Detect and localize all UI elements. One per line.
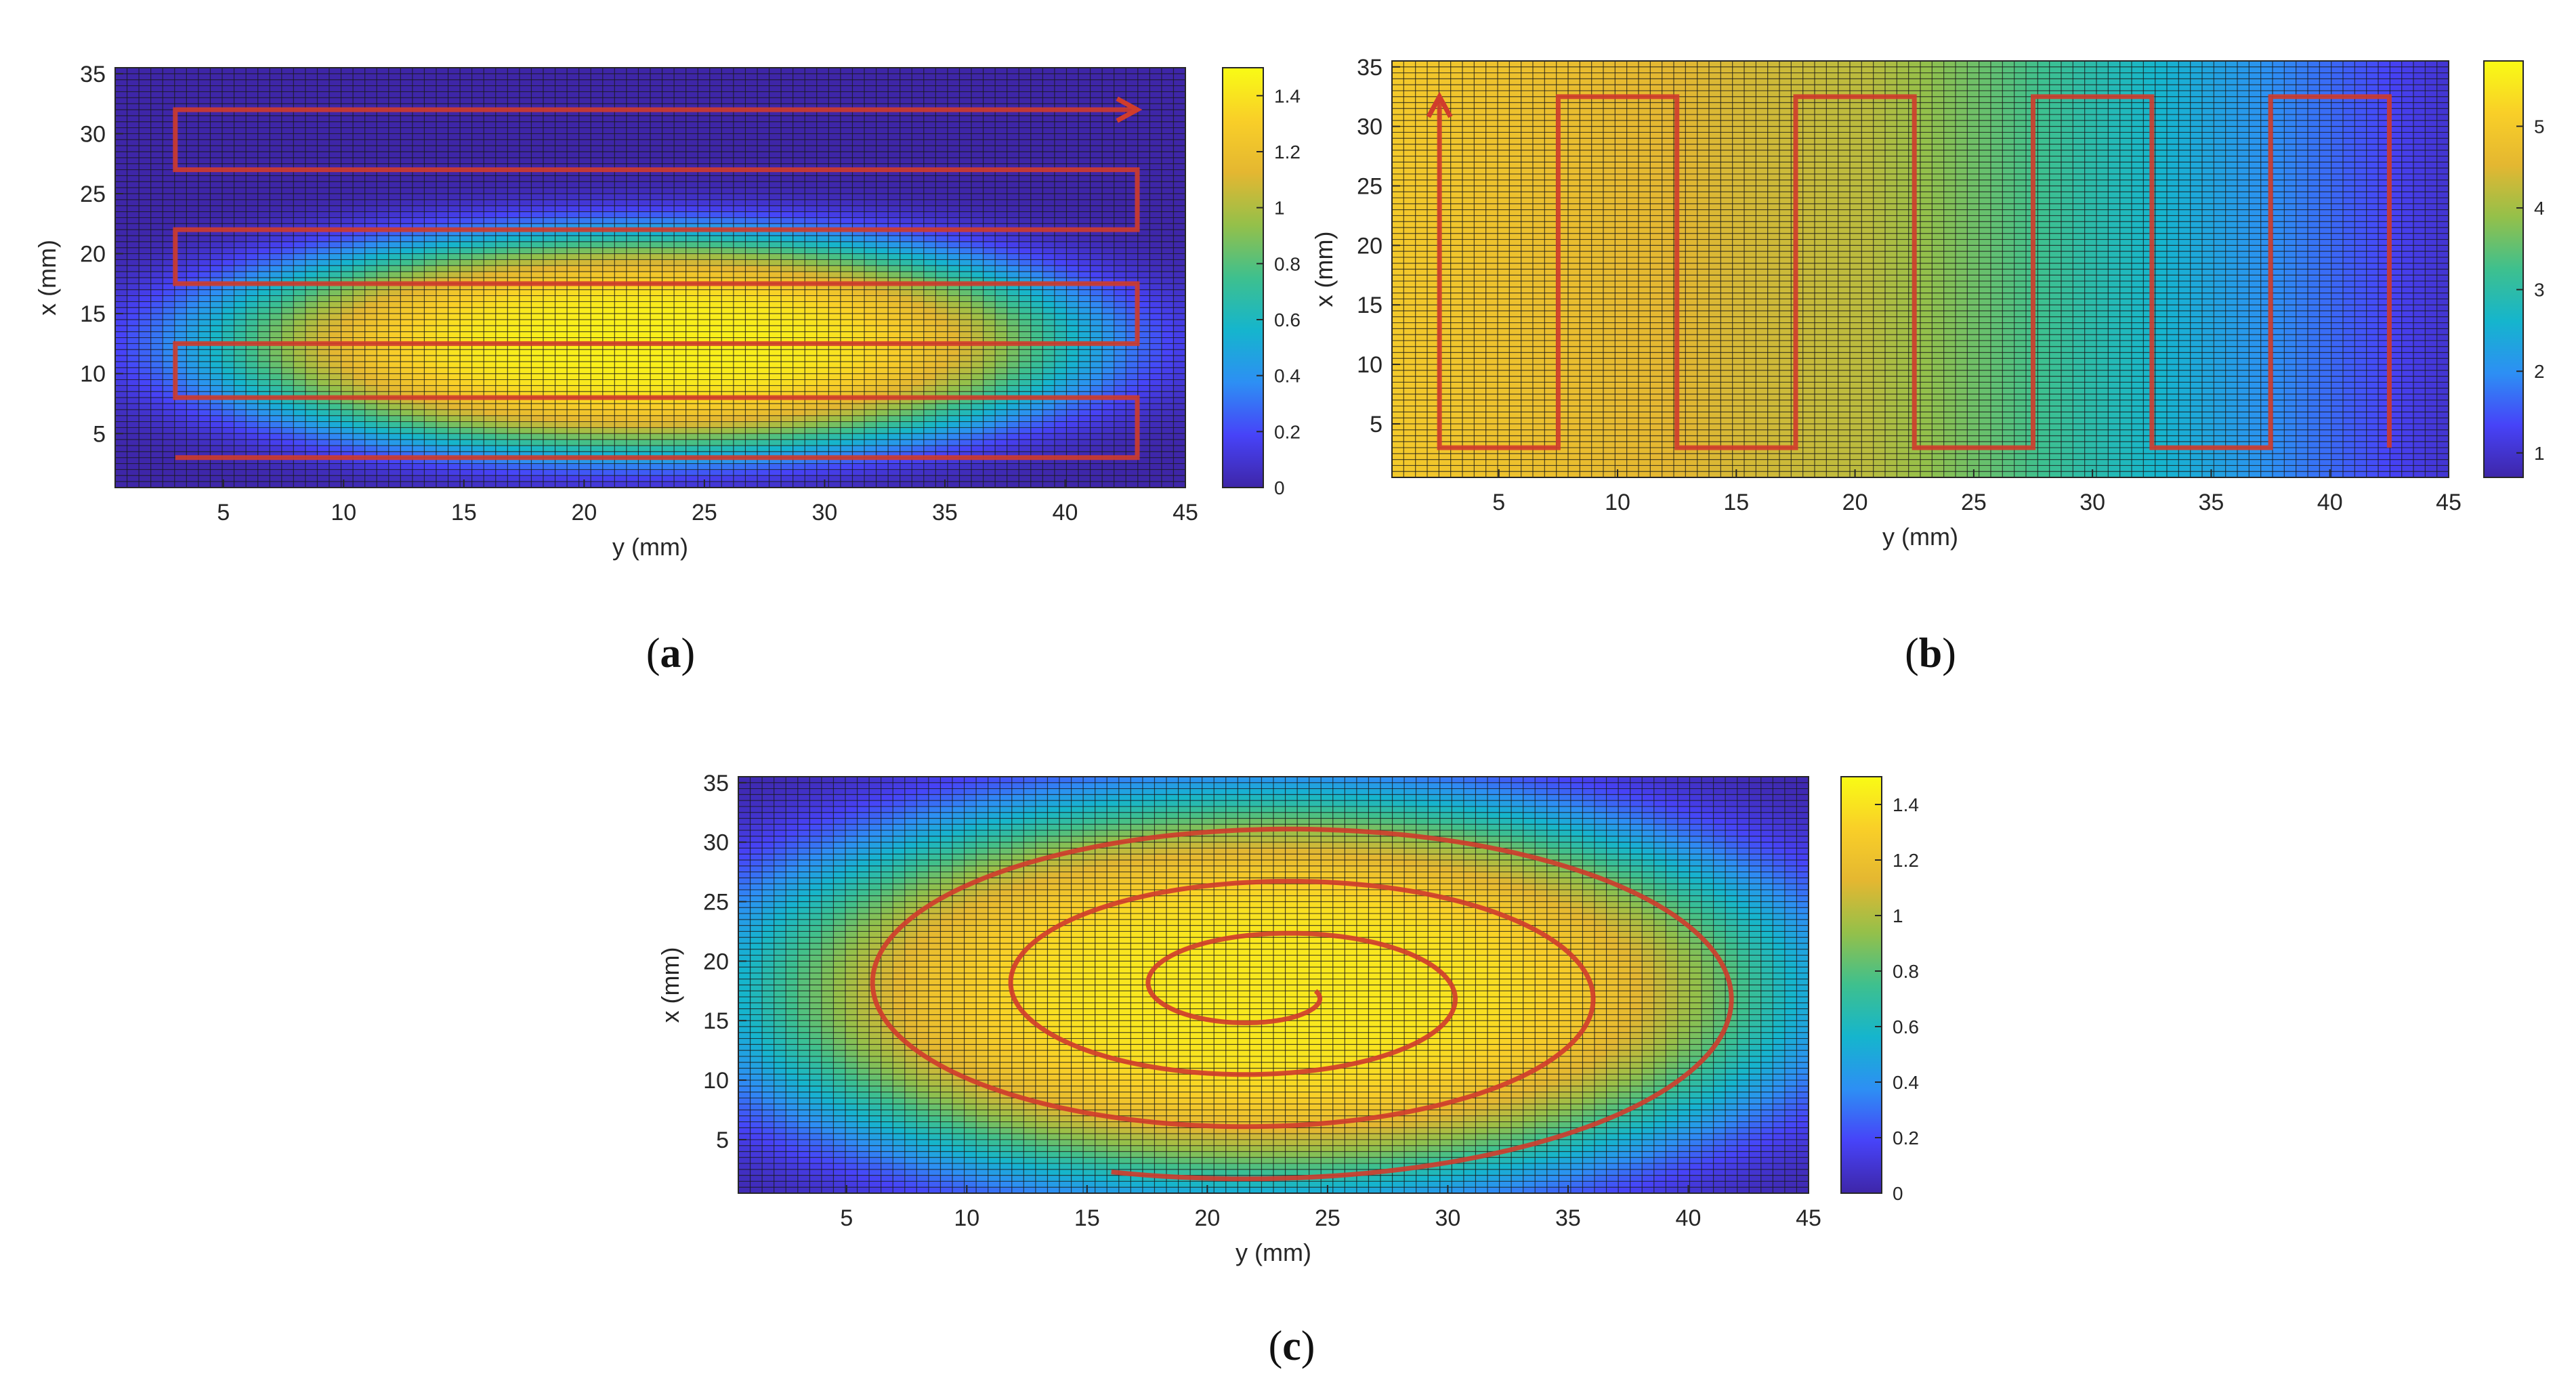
y-tick-label: 10 [1357, 352, 1382, 378]
y-tick-label: 30 [703, 830, 729, 856]
y-tick-label: 15 [703, 1008, 729, 1034]
heatmap-field [738, 777, 1809, 1193]
colorbar-tick-label: 0.4 [1893, 1072, 1919, 1093]
x-tick-label: 35 [2199, 490, 2224, 515]
x-tick-label: 15 [451, 500, 477, 525]
y-tick-label: 20 [703, 949, 729, 974]
x-tick-label: 20 [571, 500, 597, 525]
x-tick-label: 20 [1842, 490, 1868, 515]
x-tick-label: 45 [1796, 1205, 1821, 1231]
colorbar-tick-label: 1 [1893, 905, 1903, 926]
colorbar [2483, 60, 2524, 478]
axes-frame [1391, 60, 2449, 478]
x-tick-label: 40 [1053, 500, 1078, 525]
colorbar-tick-label: 0.2 [1893, 1127, 1919, 1148]
x-tick-label: 25 [1961, 490, 1987, 515]
y-tick-label: 5 [716, 1127, 729, 1153]
colorbar-tick-label: 4 [2534, 198, 2545, 219]
x-tick-label: 15 [1723, 490, 1749, 515]
x-tick-label: 25 [1315, 1205, 1340, 1231]
y-tick-label: 5 [1370, 412, 1382, 437]
x-tick-label: 40 [1676, 1205, 1702, 1231]
scan-path-arrow [1116, 96, 1143, 123]
x-tick-label: 5 [840, 1205, 853, 1231]
colorbar-tick-label: 0.8 [1893, 961, 1919, 982]
x-tick-label: 45 [2436, 490, 2462, 515]
x-tick-label: 30 [812, 500, 838, 525]
y-axis-label: x (mm) [1310, 232, 1338, 307]
x-tick-label: 5 [1492, 490, 1505, 515]
colorbar-tick-label: 3 [2534, 280, 2545, 301]
y-tick-label: 10 [80, 362, 106, 387]
x-axis-label: y (mm) [1236, 1239, 1311, 1266]
y-tick-label: 35 [80, 62, 106, 87]
colorbar-tick-label: 1.4 [1274, 85, 1301, 106]
y-tick-label: 20 [1357, 233, 1382, 259]
mesh-grid [738, 777, 1809, 1193]
x-tick-label: 10 [1605, 490, 1630, 515]
colorbar-tick-label: 0.8 [1274, 253, 1301, 274]
y-tick-label: 35 [1357, 55, 1382, 81]
x-tick-label: 45 [1173, 500, 1198, 525]
colorbar-tick-label: 0 [1274, 477, 1285, 498]
x-axis-label: y (mm) [1882, 523, 1958, 551]
y-axis-label: x (mm) [656, 947, 684, 1023]
x-tick-label: 40 [2317, 490, 2343, 515]
y-tick-label: 25 [1357, 174, 1382, 200]
x-tick-label: 15 [1074, 1205, 1100, 1231]
x-tick-label: 35 [932, 500, 958, 525]
y-axis-label: x (mm) [33, 240, 61, 316]
x-tick-label: 10 [331, 500, 356, 525]
mesh-grid [115, 68, 1185, 488]
x-tick-label: 30 [2079, 490, 2105, 515]
y-tick-label: 15 [1357, 293, 1382, 318]
caption-b: (b) [1905, 630, 1956, 676]
x-tick-label: 35 [1555, 1205, 1581, 1231]
colorbar [1840, 776, 1882, 1194]
axes-frame [738, 776, 1809, 1194]
heatmap-field [1392, 61, 2449, 477]
y-tick-label: 15 [80, 301, 106, 327]
colorbar-tick-label: 0.4 [1274, 366, 1301, 387]
x-tick-label: 25 [692, 500, 717, 525]
colorbar-tick-label: 0.2 [1274, 421, 1301, 442]
y-tick-label: 35 [703, 771, 729, 796]
colorbar-tick-label: 1 [2534, 443, 2545, 464]
scan-path [870, 826, 1734, 1182]
axes-frame [114, 67, 1186, 488]
caption-c: (c) [1269, 1323, 1315, 1369]
colorbar-tick-label: 0 [1893, 1183, 1903, 1204]
colorbar-tick-label: 1 [1274, 198, 1285, 219]
scan-path-arrow [1426, 91, 1453, 119]
scan-path [173, 107, 1140, 460]
colorbar-tick-label: 1.2 [1893, 850, 1919, 871]
x-tick-label: 10 [954, 1205, 979, 1231]
colorbar-tick-label: 1.2 [1274, 142, 1301, 163]
x-tick-label: 5 [217, 500, 230, 525]
scan-path [1437, 94, 2392, 450]
y-tick-label: 25 [703, 890, 729, 916]
colorbar-tick-label: 0.6 [1893, 1016, 1919, 1037]
x-axis-label: y (mm) [612, 533, 688, 561]
colorbar [1222, 67, 1264, 488]
y-tick-label: 20 [80, 242, 106, 267]
colorbar-tick-label: 0.6 [1274, 309, 1301, 330]
y-tick-label: 30 [80, 121, 106, 147]
colorbar-tick-label: 5 [2534, 116, 2545, 137]
colorbar-tick-label: 2 [2534, 361, 2545, 382]
heatmap-field [115, 68, 1185, 488]
caption-a: (a) [646, 630, 695, 676]
colorbar-tick-label: 1.4 [1893, 794, 1919, 815]
y-tick-label: 5 [93, 421, 106, 447]
x-tick-label: 20 [1194, 1205, 1220, 1231]
y-tick-label: 30 [1357, 114, 1382, 140]
x-tick-label: 30 [1435, 1205, 1461, 1231]
y-tick-label: 10 [703, 1068, 729, 1094]
y-tick-label: 25 [80, 181, 106, 207]
